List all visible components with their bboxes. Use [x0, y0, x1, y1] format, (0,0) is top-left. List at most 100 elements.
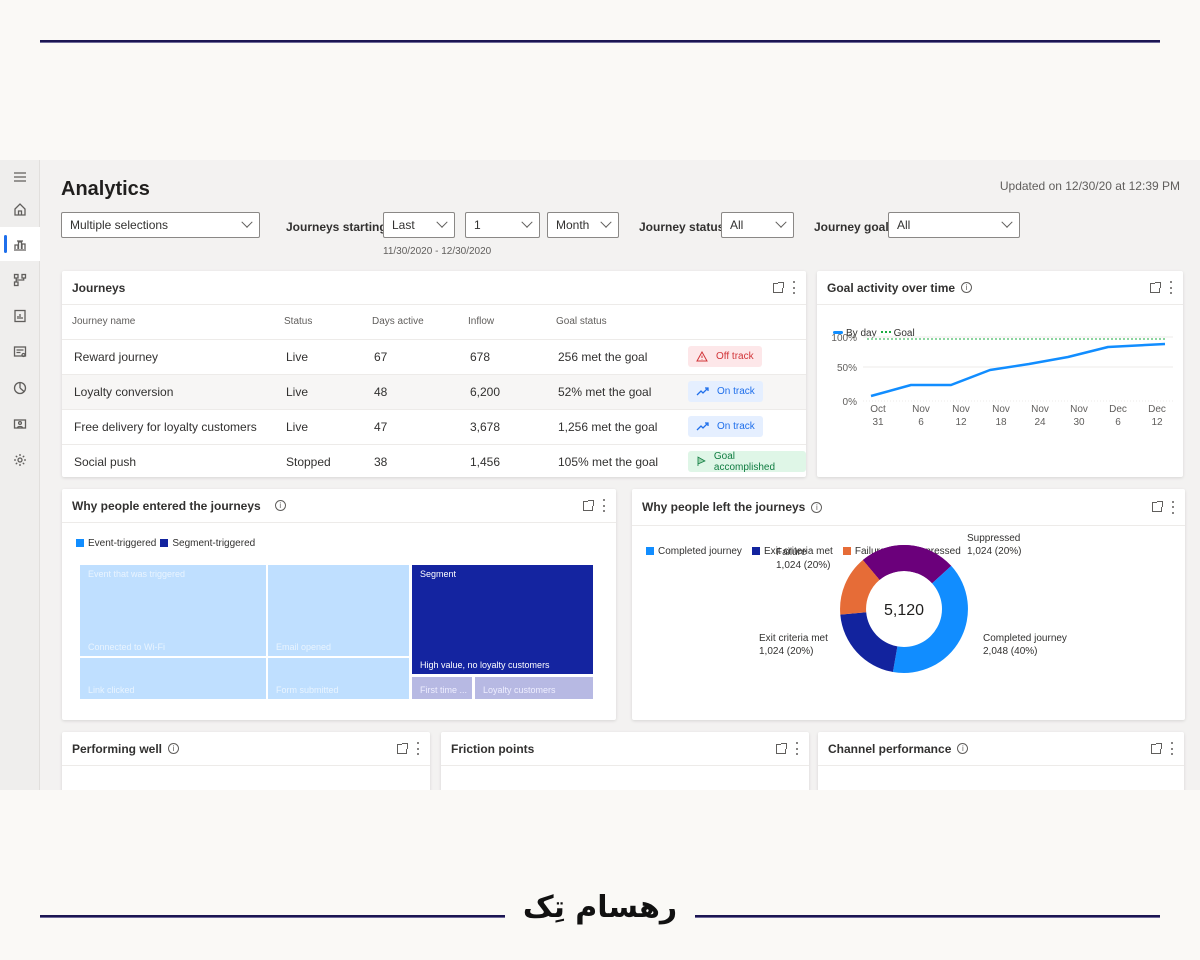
legend-item-event-triggered[interactable]: Event-triggered [76, 538, 156, 549]
treemap-tile-email[interactable]: Email opened [268, 565, 409, 656]
legend-item-by-day[interactable]: By day [833, 328, 877, 339]
expand-icon[interactable] [1151, 742, 1162, 754]
donut-segment-exit-criteria[interactable] [840, 612, 898, 672]
svg-text:6: 6 [1115, 417, 1121, 428]
treemap-tile-form[interactable]: Form submitted [268, 658, 409, 699]
info-icon[interactable]: i [168, 743, 180, 754]
hamburger-icon [14, 172, 26, 182]
analytics-app: Analytics Updated on 12/30/20 at 12:39 P… [0, 160, 1200, 790]
table-row[interactable]: Loyalty conversion Live 48 6,200 52% met… [62, 374, 806, 410]
journey-goal-value: All [897, 218, 911, 232]
info-icon[interactable]: i [957, 743, 969, 754]
days-active: 67 [362, 339, 458, 375]
legend-item-failure[interactable]: Failure [842, 546, 885, 557]
journey-name[interactable]: Social push [74, 454, 137, 469]
hamburger-menu-button[interactable] [0, 160, 40, 194]
y-tick: 0% [843, 397, 858, 408]
more-options-icon[interactable] [796, 742, 799, 755]
expand-icon[interactable] [397, 742, 408, 754]
legend-item-segment-triggered[interactable]: Segment-triggered [160, 538, 255, 549]
column-header[interactable]: Journey name [62, 305, 274, 340]
legend-item-exit-criteria[interactable]: Exit criteria met [751, 546, 833, 557]
chevron-down-icon [521, 216, 533, 228]
table-row[interactable]: Social push Stopped 38 1,456 105% met th… [62, 444, 806, 477]
nav-item-journeys[interactable] [0, 263, 40, 297]
label-suppressed: Suppressed 1,024 (20%) [967, 533, 1022, 557]
goal-status: 256 met the goal [546, 339, 676, 375]
more-options-icon[interactable] [1171, 742, 1174, 755]
journey-selection-dropdown[interactable]: Multiple selections [61, 212, 260, 238]
flow-icon [13, 273, 27, 287]
expand-icon[interactable] [776, 742, 787, 754]
nav-item-forms[interactable] [0, 335, 40, 369]
info-icon[interactable]: i [961, 282, 973, 293]
journey-status-value: All [730, 218, 744, 232]
chart-legend: By day Goal [833, 328, 915, 339]
legend-item-goal[interactable]: Goal [880, 328, 915, 339]
svg-text:Oct: Oct [870, 404, 886, 415]
audience-icon [13, 419, 27, 429]
expand-icon[interactable] [773, 281, 784, 293]
treemap-tile-link[interactable]: Link clicked [80, 658, 266, 699]
days-active: 38 [374, 454, 388, 469]
goal-activity-card: Goal activity over time i By day Goal 100… [817, 271, 1183, 477]
more-options-icon[interactable] [793, 281, 796, 294]
svg-text:Nov: Nov [1070, 404, 1088, 415]
journeys-starting-label: Journeys starting [286, 220, 387, 234]
table-row[interactable]: Reward journey Live 67 678 256 met the g… [62, 339, 806, 375]
journeys-table: Journey name Status Days active Inflow G… [62, 305, 806, 477]
journey-name[interactable]: Loyalty conversion [62, 374, 274, 410]
column-header[interactable]: Days active [362, 305, 458, 340]
expand-icon[interactable] [1150, 281, 1161, 293]
svg-text:18: 18 [995, 417, 1007, 428]
goal-badge-off-track: Off track [688, 346, 762, 367]
label-exit-criteria: Exit criteria met 1,024 (20%) [759, 633, 828, 657]
brand-logo: رهسام تِک [522, 890, 678, 925]
info-icon[interactable]: i [811, 501, 823, 513]
donut-segment-completed[interactable] [892, 565, 968, 673]
bottom-divider-right [695, 915, 1160, 918]
more-options-icon[interactable] [1172, 500, 1175, 514]
info-icon[interactable]: i [274, 500, 286, 511]
label-failure: Failure 1,024 (20%) [776, 547, 831, 571]
nav-item-reports[interactable] [0, 299, 40, 333]
treemap-tile-loyalty[interactable]: Loyalty customers [475, 677, 593, 699]
chevron-down-icon [1001, 216, 1013, 228]
last-updated-text: Updated on 12/30/20 at 12:39 PM [999, 179, 1180, 193]
nav-item-home[interactable] [0, 192, 40, 226]
column-header[interactable]: Status [274, 305, 362, 340]
more-options-icon[interactable] [417, 742, 420, 755]
journey-status: Live [274, 339, 362, 375]
legend-item-completed[interactable]: Completed journey [646, 546, 742, 557]
nav-item-insights[interactable] [0, 371, 40, 405]
journey-goal-dropdown[interactable]: All [888, 212, 1020, 238]
chevron-down-icon [775, 216, 787, 228]
journey-status-dropdown[interactable]: All [721, 212, 794, 238]
treemap-tile-high-value[interactable]: Segment High value, no loyalty customers [412, 565, 593, 674]
nav-item-analytics[interactable] [0, 227, 40, 261]
donut-segment-failure[interactable] [840, 560, 880, 615]
period-count-dropdown[interactable]: 1 [465, 212, 540, 238]
donut-segment-suppressed[interactable] [862, 545, 952, 584]
column-header[interactable]: Inflow [458, 305, 546, 340]
journey-name[interactable]: Reward journey [62, 339, 274, 375]
more-options-icon[interactable] [603, 499, 606, 512]
card-title: Channel performance [828, 741, 952, 756]
expand-icon[interactable] [1152, 501, 1163, 512]
expand-icon[interactable] [583, 499, 594, 511]
treemap-tile-wifi[interactable]: Event that was triggered Connected to Wi… [80, 565, 266, 656]
table-row[interactable]: Free delivery for loyalty customers Live… [62, 409, 806, 445]
inflow: 678 [458, 339, 546, 375]
journey-name[interactable]: Free delivery for loyalty customers [62, 409, 274, 445]
card-title: Performing well [72, 741, 163, 756]
goal-badge-on-track: On track [688, 381, 763, 402]
entered-treemap: Event that was triggered Connected to Wi… [80, 565, 593, 699]
nav-item-settings[interactable] [0, 443, 40, 477]
treemap-tile-first-time[interactable]: First time ... [412, 677, 472, 699]
period-mode-dropdown[interactable]: Last [383, 212, 455, 238]
period-unit-dropdown[interactable]: Month [547, 212, 619, 238]
more-options-icon[interactable] [1170, 281, 1173, 294]
column-header[interactable]: Goal status [546, 305, 676, 340]
card-title: Why people left the journeys [642, 500, 806, 514]
nav-item-segments[interactable] [0, 407, 40, 441]
